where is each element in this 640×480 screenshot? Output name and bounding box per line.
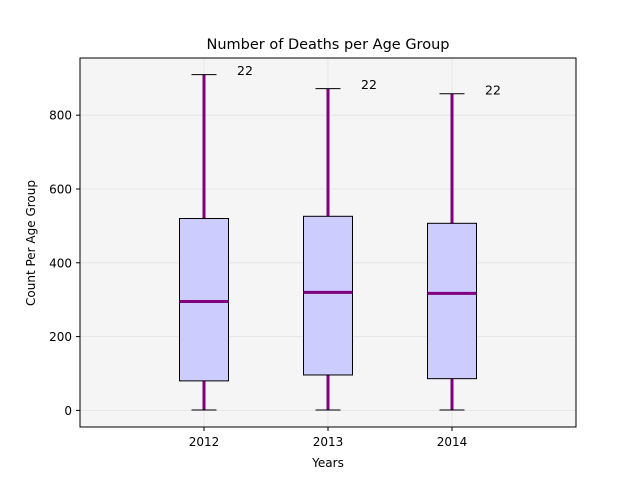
- y-tick-label: 600: [49, 182, 72, 196]
- y-tick-label: 0: [64, 404, 72, 418]
- iqr-box: [303, 215, 353, 376]
- iqr-box: [427, 222, 477, 380]
- chart-title: Number of Deaths per Age Group: [207, 37, 450, 53]
- box-annotation: 22: [237, 63, 253, 78]
- y-tick-label: 200: [49, 330, 72, 344]
- iqr-box: [179, 218, 229, 382]
- x-tick-label: 2012: [189, 435, 220, 449]
- x-axis-label: Years: [311, 456, 344, 470]
- y-tick-label: 800: [49, 109, 72, 123]
- boxes: 22 22 22: [179, 63, 501, 411]
- box-annotation: 22: [485, 82, 501, 97]
- box-annotation: 22: [361, 77, 377, 92]
- x-tick-label: 2014: [437, 435, 468, 449]
- box-2014: 22: [427, 82, 501, 411]
- y-axis-label: Count Per Age Group: [24, 180, 38, 306]
- box-2013: 22: [303, 77, 377, 411]
- box-2012: 22: [179, 63, 253, 411]
- x-tick-label: 2013: [313, 435, 344, 449]
- y-tick-label: 400: [49, 256, 72, 270]
- axis-ticks: 0 200 400 600 800 2012 2013 2014: [49, 109, 467, 449]
